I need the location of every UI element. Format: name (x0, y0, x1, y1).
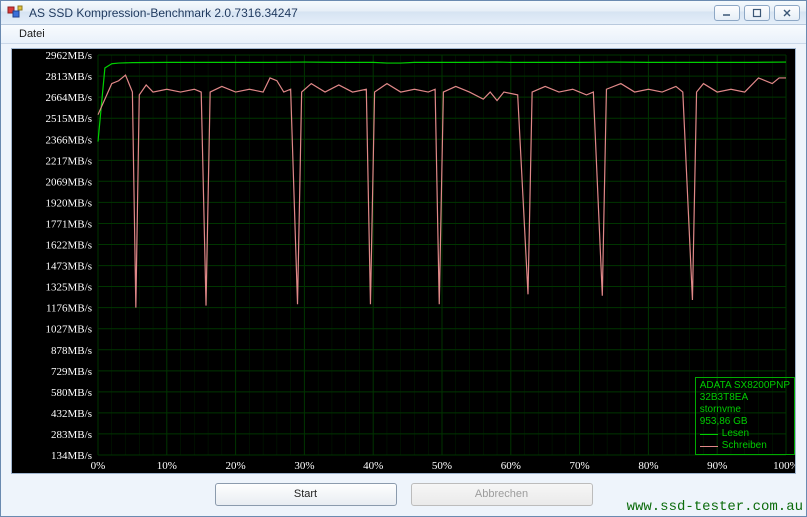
button-row: Start Abbrechen (11, 474, 796, 508)
svg-text:2515MB/s: 2515MB/s (46, 113, 92, 125)
svg-text:90%: 90% (707, 460, 727, 472)
svg-text:432MB/s: 432MB/s (51, 408, 92, 420)
svg-text:878MB/s: 878MB/s (51, 345, 92, 357)
legend-driver: stornvme (700, 404, 790, 416)
svg-text:60%: 60% (501, 460, 521, 472)
svg-text:50%: 50% (432, 460, 452, 472)
svg-text:1176MB/s: 1176MB/s (46, 303, 92, 315)
svg-text:10%: 10% (157, 460, 177, 472)
svg-text:134MB/s: 134MB/s (51, 450, 92, 462)
legend-box: ADATA SX8200PNP 32B3T8EA stornvme 953,86… (695, 377, 795, 455)
svg-text:2664MB/s: 2664MB/s (46, 92, 92, 104)
svg-text:1325MB/s: 1325MB/s (46, 282, 92, 294)
legend-schreiben: Schreiben (722, 440, 767, 452)
svg-text:20%: 20% (226, 460, 246, 472)
menubar: Datei (1, 25, 806, 44)
window-title: AS SSD Kompression-Benchmark 2.0.7316.34… (29, 6, 708, 20)
legend-capacity: 953,86 GB (700, 416, 790, 428)
legend-schreiben-row: Schreiben (700, 440, 790, 452)
svg-text:70%: 70% (570, 460, 590, 472)
svg-text:0%: 0% (91, 460, 106, 472)
legend-device: ADATA SX8200PNP (700, 380, 790, 392)
compression-chart: 2962MB/s 2813MB/s 2664MB/s 2515MB/s 2366MB/s… (12, 49, 795, 473)
content-area: 2962MB/s 2813MB/s 2664MB/s 2515MB/s 2366MB/s… (1, 44, 806, 516)
svg-text:2366MB/s: 2366MB/s (46, 134, 92, 146)
svg-text:1473MB/s: 1473MB/s (46, 261, 92, 273)
svg-text:1771MB/s: 1771MB/s (46, 218, 92, 230)
legend-lesen-row: Lesen (700, 428, 790, 440)
svg-text:1622MB/s: 1622MB/s (46, 240, 92, 252)
close-button[interactable] (774, 5, 800, 21)
legend-serial: 32B3T8EA (700, 392, 790, 404)
svg-text:100%: 100% (773, 460, 795, 472)
svg-text:1027MB/s: 1027MB/s (46, 324, 92, 336)
svg-text:2217MB/s: 2217MB/s (46, 155, 92, 167)
svg-text:40%: 40% (363, 460, 383, 472)
chart-panel: 2962MB/s 2813MB/s 2664MB/s 2515MB/s 2366MB/s… (11, 48, 796, 474)
start-button[interactable]: Start (215, 483, 397, 506)
app-icon (7, 5, 23, 21)
menu-datei[interactable]: Datei (11, 26, 53, 42)
app-window: AS SSD Kompression-Benchmark 2.0.7316.34… (0, 0, 807, 517)
svg-text:30%: 30% (294, 460, 314, 472)
schreiben-swatch (700, 446, 718, 447)
svg-text:580MB/s: 580MB/s (51, 387, 92, 399)
svg-text:2069MB/s: 2069MB/s (46, 176, 92, 188)
svg-text:2962MB/s: 2962MB/s (46, 50, 92, 62)
titlebar: AS SSD Kompression-Benchmark 2.0.7316.34… (1, 1, 806, 25)
legend-lesen: Lesen (722, 428, 749, 440)
minimize-button[interactable] (714, 5, 740, 21)
svg-text:283MB/s: 283MB/s (51, 429, 92, 441)
abbrechen-button: Abbrechen (411, 483, 593, 506)
svg-text:2813MB/s: 2813MB/s (46, 71, 92, 83)
window-controls (714, 5, 800, 21)
svg-text:729MB/s: 729MB/s (51, 366, 92, 378)
maximize-button[interactable] (744, 5, 770, 21)
svg-text:80%: 80% (638, 460, 658, 472)
svg-text:1920MB/s: 1920MB/s (46, 197, 92, 209)
lesen-swatch (700, 434, 718, 435)
